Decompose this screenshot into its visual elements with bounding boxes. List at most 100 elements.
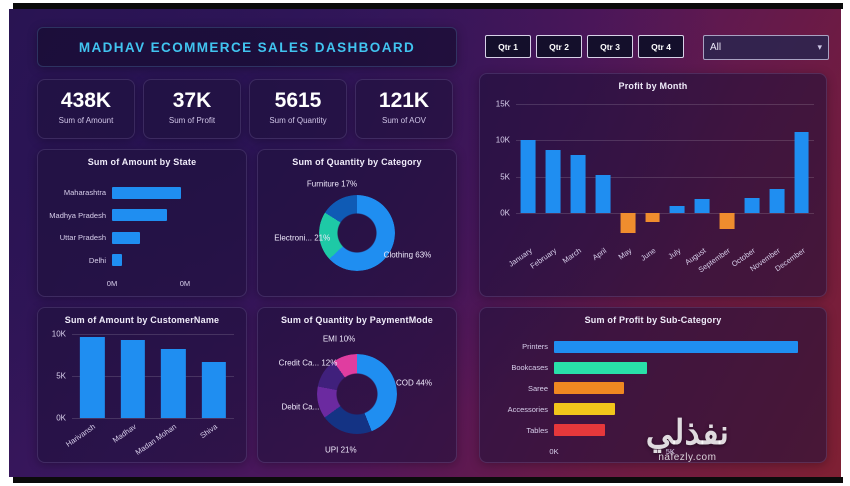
bar-january[interactable] [520,140,536,213]
bar-track [554,340,810,353]
bar-track [554,403,810,416]
slice-label-emi: EMI 10% [322,334,356,344]
bar-slot: September [697,104,740,274]
kpi-label-quantity: Sum of Quantity [269,116,327,125]
bar-slot: June [639,104,665,263]
category-label: Bookcases [511,363,548,373]
bar-accessories[interactable] [554,403,615,416]
donut-ring[interactable] [317,354,397,434]
amount-by-state-chart: Maharashtra Madhya Pradesh Uttar Pradesh De… [44,176,236,290]
x-axis: 0M 0M [44,277,236,290]
axis-spacer [486,445,554,458]
slice-label-cod: COD 44% [395,378,432,388]
y-axis-tick: 0K [500,208,510,218]
qtr-4-button[interactable]: Qtr 4 [638,35,684,58]
filter-dropdown[interactable]: All ▾ [703,35,829,60]
dashboard: MADHAV ECOMMERCE SALES DASHBOARD Qtr 1 Q… [9,9,841,477]
bar-june[interactable] [645,212,660,222]
x-axis-label: Harivansh [64,422,98,449]
x-axis-label: Madan Mohan [133,422,179,457]
bar-december[interactable] [794,131,809,213]
x-axis-label: May [616,246,633,262]
bar-madhav[interactable] [120,339,145,418]
bar-october[interactable] [744,197,760,213]
kpi-card-profit: 37K Sum of Profit [143,79,241,139]
bar-rows: Maharashtra Madhya Pradesh Uttar Pradesh De… [44,176,236,277]
letterbox-bottom [13,477,843,483]
bar-maharashtra[interactable] [112,186,182,199]
bar-slot: August [683,104,715,267]
profit-by-subcategory-chart: Printers Bookcases Saree Accessories Tables 0… [486,332,810,458]
x-axis-ticks: 0M 0M [107,277,236,290]
bar-slot: October [730,104,764,269]
bar-july[interactable] [669,206,685,213]
bar-row: Delhi [44,254,236,267]
dashboard-title: MADHAV ECOMMERCE SALES DASHBOARD [78,39,416,55]
qtr-3-button[interactable]: Qtr 3 [587,35,633,58]
letterbox-top [13,3,843,9]
kpi-label-profit: Sum of Profit [168,116,216,125]
category-label: Uttar Pradesh [59,233,106,243]
category-label: Printers [522,342,548,352]
bar-slot: March [561,104,591,265]
kpi-label-amount: Sum of Amount [58,116,114,125]
x-axis-label: February [528,246,559,271]
bar-september[interactable] [719,212,735,229]
gridline [516,176,814,178]
x-axis-label: June [639,246,658,263]
qtr-1-button[interactable]: Qtr 1 [485,35,531,58]
bar-february[interactable] [545,149,561,213]
y-axis-tick: 10K [495,135,510,145]
bar-madhya-pradesh[interactable] [112,209,168,222]
dashboard-title-card: MADHAV ECOMMERCE SALES DASHBOARD [37,27,457,67]
bar-saree[interactable] [554,382,624,395]
x-axis: 0K 5K [486,445,810,458]
bar-track [112,231,236,244]
bar-tables[interactable] [554,424,606,437]
gridline [72,334,234,335]
bar-slot: Harivansh [65,334,113,449]
kpi-value-aov: 121K [378,89,430,112]
amount-by-customername-chart: 10K 5K 0K Harivansh Madhav Madan Mohan Shiva [52,330,234,457]
category-label: Delhi [88,255,106,265]
bar-uttar-pradesh[interactable] [112,231,140,244]
bar-madan-mohan[interactable] [161,349,186,418]
kpi-card-quantity: 5615 Sum of Quantity [249,79,347,139]
slice-label-electronics: Electroni... 21% [274,233,331,243]
quarter-filter-group: Qtr 1 Qtr 2 Qtr 3 Qtr 4 [485,35,684,58]
bar-delhi[interactable] [112,254,123,267]
profit-by-month-chart: 15K 10K 5K 0K January February March April May Ju… [496,100,814,274]
x-axis-label: July [666,246,683,262]
card-quantity-by-paymentmode: Sum of Quantity by PaymentMode COD 44% UP… [257,307,457,463]
y-axis-tick: 5K [500,172,510,182]
bar-row: Tables [486,424,810,437]
bar-harivansh[interactable] [80,336,105,418]
qtr-2-button[interactable]: Qtr 2 [536,35,582,58]
chart-title-amount-by-customername: Sum of Amount by CustomerName [64,315,220,325]
bar-march[interactable] [570,154,586,213]
card-amount-by-state: Sum of Amount by State Maharashtra Madhya… [37,149,247,297]
card-amount-by-customername: Sum of Amount by CustomerName 10K 5K 0K Har… [37,307,247,463]
bar-printers[interactable] [554,340,799,353]
bar-shiva[interactable] [201,361,226,418]
y-axis-tick: 5K [56,371,66,381]
category-label: Accessories [507,404,548,414]
bar-may[interactable] [620,212,636,234]
x-axis-label: Madhav [110,422,138,445]
card-profit-by-month: Profit by Month 15K 10K 5K 0K January Februar… [479,73,827,297]
chart-title-profit-by-subcategory: Sum of Profit by Sub-Category [584,315,722,325]
x-axis-tick: 5K [665,447,675,456]
bar-slot: January [507,104,541,269]
donut-ring[interactable] [319,195,395,271]
gridline [516,212,814,214]
slice-label-debit-card: Debit Ca... [281,402,320,412]
gridline [516,140,814,142]
bar-slot: February [529,104,566,271]
bar-august[interactable] [694,199,710,213]
plot-area: Harivansh Madhav Madan Mohan Shiva [65,334,234,457]
bar-bookcases[interactable] [554,361,648,374]
bar-row: Accessories [486,403,810,416]
plot-area: January February March April May June July Augu… [507,104,814,274]
bar-november[interactable] [769,189,785,213]
bar-april[interactable] [595,175,611,213]
